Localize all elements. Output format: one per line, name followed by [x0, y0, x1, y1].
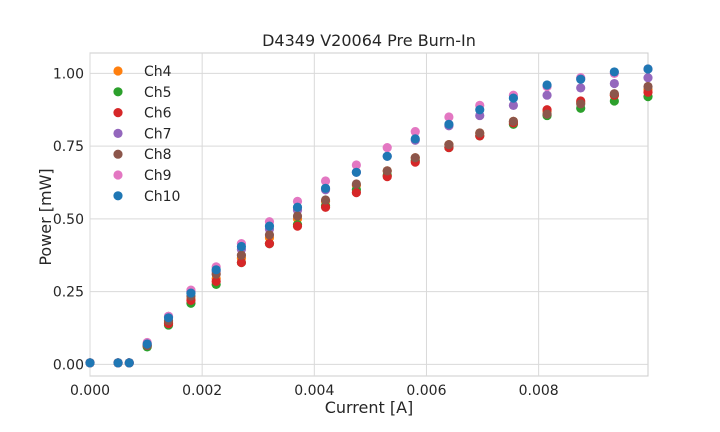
data-point — [444, 119, 454, 129]
x-tick-label: 0.002 — [182, 383, 222, 399]
data-point — [542, 80, 552, 90]
data-point — [382, 166, 392, 176]
data-point — [85, 358, 95, 368]
x-axis-title: Current [A] — [325, 398, 414, 417]
data-point — [351, 167, 361, 177]
data-point — [320, 195, 331, 205]
data-point — [508, 100, 519, 110]
data-point — [508, 116, 519, 126]
data-point — [142, 339, 152, 349]
data-point — [410, 126, 420, 137]
data-point — [382, 151, 392, 161]
legend: Ch4 Ch5 Ch6 Ch7 Ch8 Ch9 Ch10 — [113, 64, 180, 205]
legend-marker — [113, 128, 123, 138]
legend-marker — [113, 191, 123, 201]
y-tick-label: 0.50 — [53, 212, 84, 228]
legend-marker — [113, 149, 123, 159]
x-tick-label: 0.004 — [294, 383, 334, 399]
data-point — [475, 128, 485, 138]
data-point — [236, 241, 247, 252]
legend-marker — [113, 170, 123, 180]
data-point — [236, 257, 247, 268]
data-point — [351, 160, 361, 170]
gridlines — [89, 53, 648, 376]
data-point — [292, 202, 303, 212]
data-point — [382, 142, 392, 153]
data-point — [444, 140, 454, 150]
data-point — [576, 83, 586, 93]
x-tick-label: 0.006 — [406, 383, 446, 399]
plot-area — [89, 52, 649, 377]
data-point — [186, 288, 196, 298]
data-point — [236, 250, 247, 260]
data-point — [320, 202, 331, 212]
x-tick-label: 0.000 — [70, 383, 110, 399]
y-tick-label: 1.00 — [53, 66, 84, 82]
legend-label: Ch7 — [144, 126, 172, 142]
legend-label: Ch8 — [144, 147, 172, 163]
y-tick-label: 0.25 — [53, 285, 84, 301]
data-point — [113, 358, 123, 368]
y-tick-label: 0.75 — [53, 139, 84, 155]
data-point — [264, 221, 275, 231]
legend-label: Ch5 — [144, 85, 172, 101]
data-point — [508, 93, 519, 103]
legend-marker — [113, 66, 123, 76]
data-point — [351, 179, 361, 189]
data-point — [444, 112, 454, 122]
x-tick-label: 0.008 — [519, 383, 559, 399]
data-point — [410, 153, 420, 163]
legend-marker — [113, 87, 123, 97]
data-point — [643, 64, 653, 74]
data-point — [576, 99, 586, 109]
data-point — [609, 89, 619, 99]
data-point — [643, 73, 653, 83]
chart-title: D4349 V20064 Pre Burn-In — [262, 31, 476, 50]
data-point — [211, 276, 221, 287]
legend-marker — [113, 108, 123, 118]
data-point — [124, 358, 134, 368]
legend-label: Ch4 — [144, 64, 172, 80]
y-axis-title: Power [mW] — [36, 168, 55, 265]
legend-label: Ch6 — [144, 106, 172, 122]
data-point — [292, 211, 303, 221]
legend-label: Ch10 — [144, 189, 180, 205]
legend-label: Ch9 — [144, 168, 172, 184]
data-point — [410, 134, 420, 144]
series-ch10 — [85, 64, 653, 368]
data-point — [609, 67, 619, 77]
data-point — [211, 265, 221, 275]
data-point — [264, 238, 275, 249]
data-point — [475, 105, 485, 115]
data-point — [576, 74, 586, 84]
y-tick-label: 0.00 — [53, 357, 84, 373]
tick-labels: 0.000 0.002 0.004 0.006 0.008 0.00 0.25 0.50 0.7… — [53, 66, 559, 399]
data-points — [85, 64, 653, 368]
data-point — [163, 313, 174, 323]
data-point — [292, 221, 303, 231]
data-point — [542, 109, 552, 119]
data-point — [351, 188, 361, 198]
data-point — [609, 78, 619, 89]
data-point — [320, 176, 331, 186]
data-point — [643, 81, 653, 92]
data-point — [542, 90, 552, 100]
data-point — [320, 183, 331, 193]
data-point — [264, 230, 275, 240]
